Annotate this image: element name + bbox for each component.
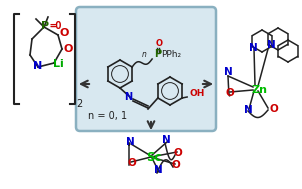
- Text: O: O: [63, 44, 72, 54]
- Text: Li: Li: [53, 59, 64, 69]
- Text: N: N: [249, 43, 258, 53]
- Text: N: N: [126, 137, 135, 147]
- Text: Sc: Sc: [146, 151, 162, 164]
- Text: N: N: [154, 165, 163, 175]
- Text: O: O: [269, 104, 278, 114]
- Text: O: O: [59, 28, 68, 38]
- Text: N: N: [124, 92, 132, 102]
- Text: P: P: [41, 21, 49, 31]
- Text: $n$: $n$: [141, 50, 147, 59]
- Text: Zn: Zn: [251, 85, 267, 95]
- Text: N: N: [224, 67, 233, 77]
- Text: N: N: [33, 61, 42, 71]
- Text: O: O: [128, 158, 137, 168]
- Text: N: N: [162, 135, 171, 145]
- Text: PPh₂: PPh₂: [161, 50, 181, 59]
- Text: n = 0, 1: n = 0, 1: [88, 111, 127, 121]
- Text: O: O: [174, 148, 183, 158]
- FancyBboxPatch shape: [76, 7, 216, 131]
- Text: N: N: [244, 105, 253, 115]
- Text: O: O: [156, 39, 163, 48]
- Text: N: N: [267, 40, 276, 50]
- Text: P: P: [154, 49, 161, 59]
- Text: =O: =O: [49, 21, 62, 31]
- Text: O: O: [225, 88, 234, 98]
- Text: OH: OH: [189, 89, 204, 98]
- Text: O: O: [172, 160, 181, 170]
- Text: 2: 2: [76, 99, 82, 109]
